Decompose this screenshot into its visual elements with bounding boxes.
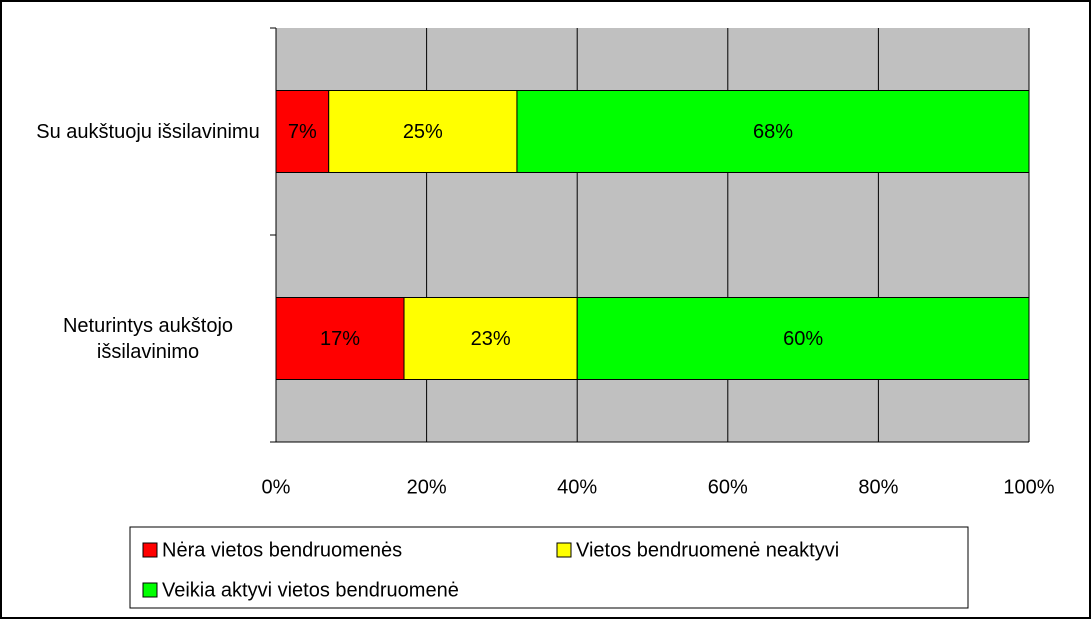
x-tick-label: 80%	[858, 476, 898, 498]
x-tick-label: 0%	[262, 476, 291, 498]
data-label: 25%	[403, 121, 443, 143]
data-label: 68%	[753, 121, 793, 143]
x-tick-label: 40%	[557, 476, 597, 498]
legend-swatch	[142, 542, 158, 558]
data-label: 17%	[320, 328, 360, 350]
bar-segment	[403, 297, 578, 380]
data-label: 60%	[783, 328, 823, 350]
x-tick-label: 100%	[1003, 476, 1054, 498]
legend-swatch	[556, 542, 572, 558]
legend-label: Vietos bendruomenė neaktyvi	[576, 539, 839, 561]
legend-label: Nėra vietos bendruomenės	[162, 539, 402, 561]
legend-swatch	[142, 582, 158, 598]
category-label: Su aukštuoju išsilavinimu	[36, 120, 260, 143]
category-label: Neturintys aukštojo išsilavinimo	[62, 314, 234, 363]
x-tick-label: 60%	[708, 476, 748, 498]
x-tick-label: 20%	[407, 476, 447, 498]
bar-segment	[516, 90, 1030, 173]
legend-label: Veikia aktyvi vietos bendruomenė	[162, 579, 459, 601]
data-label: 23%	[471, 328, 511, 350]
legend-box	[129, 526, 969, 609]
data-label: 7%	[288, 121, 317, 143]
bar-segment	[576, 297, 1030, 380]
